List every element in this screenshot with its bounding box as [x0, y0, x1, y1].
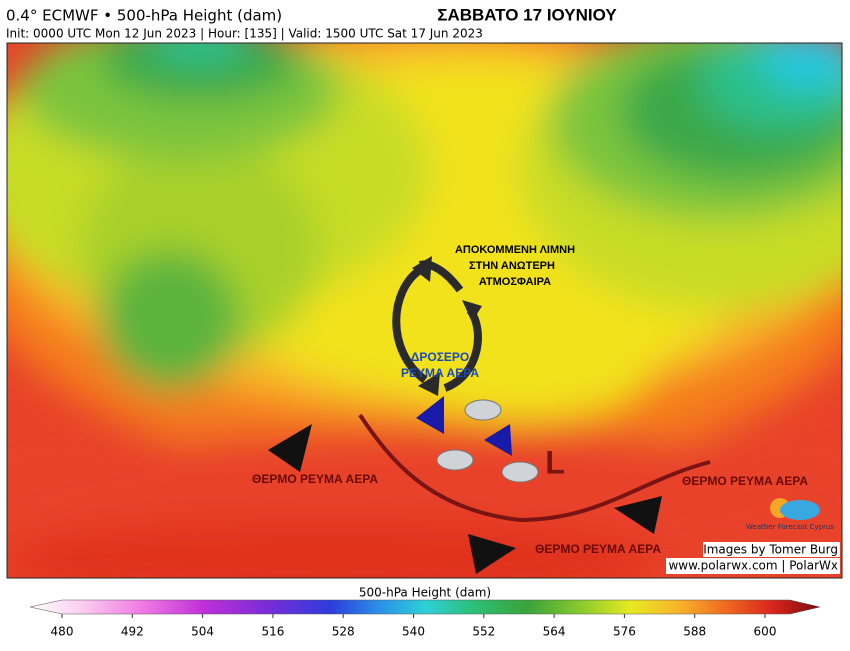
colorbar-tick-label: 492 — [121, 625, 144, 639]
credit: www.polarwx.com | PolarWx — [668, 559, 838, 573]
annotation-line: ΡΕΥΜΑ ΑΕΡΑ — [401, 366, 479, 380]
weather-icons — [436, 399, 539, 483]
colorbar-tick-label: 516 — [261, 625, 284, 639]
colorbar-tick-label: 600 — [754, 625, 777, 639]
map-title: 0.4° ECMWF • 500-hPa Height (dam) — [6, 7, 282, 25]
colorbar-tick-label: 540 — [402, 625, 425, 639]
colorbar-label: 500-hPa Height (dam) — [359, 586, 491, 600]
cool-arrow — [416, 396, 444, 434]
warm-arrow — [268, 424, 312, 472]
warm-arrow — [468, 534, 516, 574]
logo-cloud — [780, 500, 820, 520]
annotation: ΘΕΡΜΟ ΡΕΥΜΑ ΑΕΡΑ — [682, 474, 808, 488]
storm-icon — [436, 449, 474, 471]
annotation-line: ΑΤΜΟΣΦΑΙΡΑ — [479, 276, 551, 288]
low-marker: L — [545, 444, 565, 480]
date-title: ΣΑΒΒΑΤΟ 17 ΙΟΥΝΙΟΥ — [437, 5, 617, 24]
storm-icon — [464, 399, 502, 421]
arrow-head — [462, 300, 482, 322]
credit-box — [666, 558, 840, 574]
storm-icon — [501, 461, 539, 483]
field-contours — [7, 43, 842, 578]
warm-arrow — [614, 496, 662, 534]
annotations: ΑΠΟΚΟΜΜΕΝΗ ΛΙΜΝΗ ΣΤΗΝ ΑΝΩΤΕΡΗ ΑΤΜΟΣΦΑΙΡΑ… — [252, 244, 808, 556]
arrow-head — [418, 372, 440, 396]
colorbar-tick-label: 480 — [51, 625, 74, 639]
circulation-heads — [412, 256, 482, 396]
colorbar-tick-label: 576 — [613, 625, 636, 639]
annotation-line: ΑΠΟΚΟΜΜΕΝΗ ΛΙΜΝΗ — [455, 244, 575, 256]
colorbar-tick-label: 564 — [543, 625, 566, 639]
cool-arrow — [484, 424, 512, 456]
annotation: ΘΕΡΜΟ ΡΕΥΜΑ ΑΕΡΑ — [535, 542, 661, 556]
colorbar-ticks: 480 492 504 516 528 540 552 564 576 588 600 — [51, 614, 777, 639]
arrow-head — [412, 256, 432, 282]
credit-box — [703, 542, 840, 557]
map-frame — [6, 42, 843, 579]
circulation-arrow — [392, 266, 428, 384]
colorbar-tick-label: 588 — [683, 625, 706, 639]
colorbar — [29, 599, 821, 615]
logo-text: Weather Forecast Cyprus — [746, 523, 834, 531]
height-field — [7, 43, 842, 578]
annotation-line: ΣΤΗΝ ΑΝΩΤΕΡΗ — [469, 260, 555, 272]
annotation-line: ΔΡΟΣΕΡΟ — [411, 350, 470, 364]
map-subtitle: Init: 0000 UTC Mon 12 Jun 2023 | Hour: [… — [6, 27, 483, 41]
credit: Images by Tomer Burg — [703, 543, 838, 557]
warm-boundary — [358, 413, 711, 523]
colorbar-tick-label: 552 — [472, 625, 495, 639]
annotation: ΘΕΡΜΟ ΡΕΥΜΑ ΑΕΡΑ — [252, 472, 378, 486]
colorbar-tick-label: 504 — [191, 625, 214, 639]
colorbar-tick-label: 528 — [332, 625, 355, 639]
